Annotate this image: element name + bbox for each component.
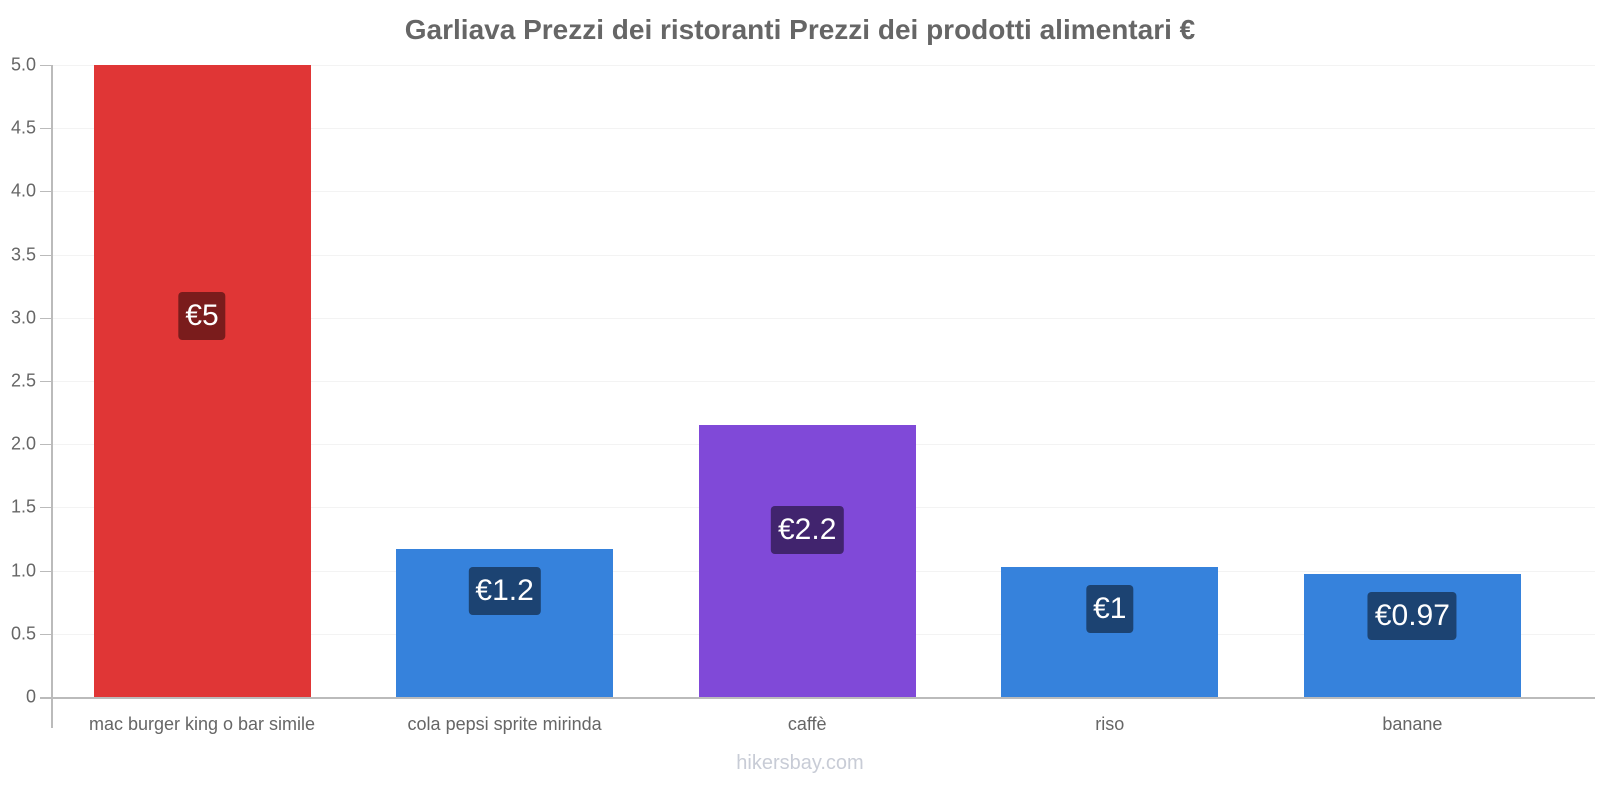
gridline [52, 191, 1595, 193]
y-tick-label: 3.0 [10, 307, 36, 328]
x-tick-label: riso [1095, 714, 1125, 734]
chart-title: Garliava Prezzi dei ristoranti Prezzi de… [404, 14, 1196, 45]
value-label: €0.97 [1367, 592, 1457, 641]
bar[interactable]: €1.2 [396, 549, 614, 697]
y-tick-label: 4.5 [10, 117, 36, 138]
gridline [52, 65, 1595, 66]
y-tick-label: 3.5 [10, 244, 36, 265]
y-tick-label: 1.0 [10, 560, 36, 581]
x-tick-label: mac burger king o bar simile [88, 714, 316, 734]
y-tick-mark [40, 128, 52, 130]
bar[interactable]: €5 [93, 65, 311, 697]
y-tick-label: 1.5 [10, 496, 36, 517]
value-label: €5 [178, 292, 226, 340]
y-tick-label: 5.0 [10, 54, 36, 75]
bar[interactable]: €2.2 [698, 425, 916, 697]
y-tick-mark [40, 507, 52, 509]
plot-area: €5 €1.2 €2.2 €1 €0.97 [52, 65, 1595, 698]
x-tick-label: cola pepsi sprite mirinda [407, 714, 602, 734]
value-label: €1.2 [468, 567, 541, 616]
y-tick-label: 2.0 [10, 433, 36, 454]
y-tick-label: 4.0 [10, 180, 36, 201]
y-tick-mark [40, 444, 52, 446]
bar[interactable]: €1 [1001, 566, 1219, 697]
y-axis-line [51, 65, 53, 728]
y-tick-mark [40, 254, 52, 256]
value-label: €1 [1086, 584, 1134, 633]
gridline [52, 254, 1595, 256]
gridline [52, 381, 1595, 382]
gridline [52, 317, 1595, 319]
value-label: €2.2 [770, 506, 844, 555]
y-tick-mark [40, 570, 52, 572]
bar[interactable]: €0.97 [1303, 574, 1521, 697]
gridline [52, 128, 1595, 130]
y-tick-label: 0.5 [10, 623, 36, 644]
y-tick-mark [40, 633, 52, 635]
watermark: hikersbay.com [736, 752, 864, 774]
x-tick-label: banane [1382, 714, 1443, 734]
y-tick-mark [40, 381, 52, 382]
y-tick-mark [40, 317, 52, 319]
y-tick-label: 2.5 [10, 370, 36, 391]
y-tick-mark [40, 65, 52, 66]
y-tick-label: 0 [25, 686, 36, 707]
x-axis-line [40, 697, 1595, 699]
x-tick-label: caffè [787, 714, 827, 734]
y-tick-mark [40, 191, 52, 193]
